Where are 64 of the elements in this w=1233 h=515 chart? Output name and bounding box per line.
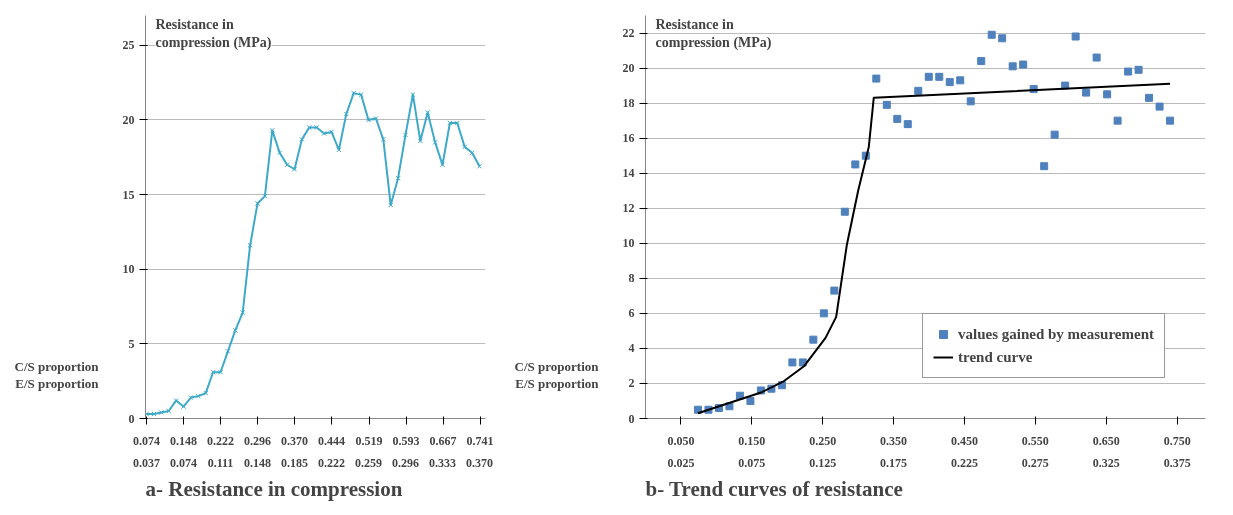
y-tick-label: 5 (128, 336, 135, 351)
x2-tick-label: 0.259 (355, 455, 382, 470)
y-axis-title: Resistance in compression (MPa) (155, 16, 272, 51)
x2-tick-label: 0.222 (318, 455, 345, 470)
x-tick-label: 0.667 (429, 433, 457, 448)
y-tick-label: 14 (622, 166, 635, 181)
x2-tick-label: 0.175 (880, 455, 908, 470)
x-tick-label: 0.550 (1021, 433, 1049, 448)
text: a- Resistance in compression (145, 476, 403, 501)
text: C/S proportion (14, 359, 100, 375)
x-tick-label: 0.148 (170, 433, 197, 448)
x-tick-label: 0.050 (667, 433, 695, 448)
y-tick-label: 25 (122, 38, 135, 53)
x-tick-label: 0.250 (809, 433, 837, 448)
y-tick-label: 15 (122, 187, 135, 202)
y-axis-title: Resistance in compression (MPa) (655, 16, 772, 51)
x2-tick-label: 0.370 (466, 455, 493, 470)
x-tick-label: 0.593 (392, 433, 420, 448)
x2-tick-label: 0.125 (809, 455, 837, 470)
x-tick-label: 0.741 (466, 433, 494, 448)
x2-tick-label: 0.375 (1163, 455, 1191, 470)
x-tick-label: 0.450 (950, 433, 978, 448)
x-tick-label: 0.150 (738, 433, 766, 448)
y-tick-label: 2 (628, 376, 635, 391)
y-tick-label: 0 (128, 411, 135, 426)
y-tick-label: 4 (628, 341, 635, 356)
y-tick-label: 0 (628, 411, 635, 426)
x-tick-label: 0.074 (133, 433, 160, 448)
legend-label: trend curve (958, 348, 1033, 366)
y-tick-label: 12 (622, 201, 635, 216)
x2-tick-label: 0.025 (667, 455, 695, 470)
x2-tick-label: 0.075 (738, 455, 766, 470)
x-tick-label: 0.444 (318, 433, 345, 448)
x2-tick-label: 0.074 (170, 455, 197, 470)
x2-tick-label: 0.111 (207, 455, 234, 470)
x-tick-label: 0.370 (281, 433, 308, 448)
x-tick-label: 0.350 (880, 433, 908, 448)
x-tick-label: 0.519 (355, 433, 383, 448)
y-tick-label: 10 (622, 236, 635, 251)
x-tick-label: 0.650 (1092, 433, 1120, 448)
x2-tick-label: 0.325 (1092, 455, 1120, 470)
x-tick-label: 0.750 (1163, 433, 1191, 448)
legend-label: values gained by measurement (958, 325, 1154, 343)
x2-tick-label: 0.185 (281, 455, 308, 470)
y-tick-label: 16 (622, 131, 635, 146)
x2-tick-label: 0.275 (1021, 455, 1049, 470)
x2-tick-label: 0.333 (429, 455, 456, 470)
text: E/S proportion (15, 375, 100, 391)
y-tick-label: 18 (622, 96, 635, 111)
text: E/S proportion (515, 375, 600, 391)
y-tick-label: 8 (628, 271, 635, 286)
y-tick-label: 20 (122, 112, 135, 127)
text: C/S proportion (514, 359, 600, 375)
text: b- Trend curves of resistance (645, 476, 903, 501)
x2-tick-label: 0.225 (950, 455, 978, 470)
y-tick-label: 22 (622, 26, 635, 41)
x-tick-label: 0.222 (207, 433, 234, 448)
y-tick-label: 20 (622, 61, 635, 76)
y-tick-label: 10 (122, 262, 135, 277)
x2-tick-label: 0.296 (392, 455, 419, 470)
y-tick-label: 6 (628, 306, 635, 321)
x2-tick-label: 0.148 (244, 455, 271, 470)
x2-tick-label: 0.037 (133, 455, 160, 470)
x-tick-label: 0.296 (244, 433, 271, 448)
